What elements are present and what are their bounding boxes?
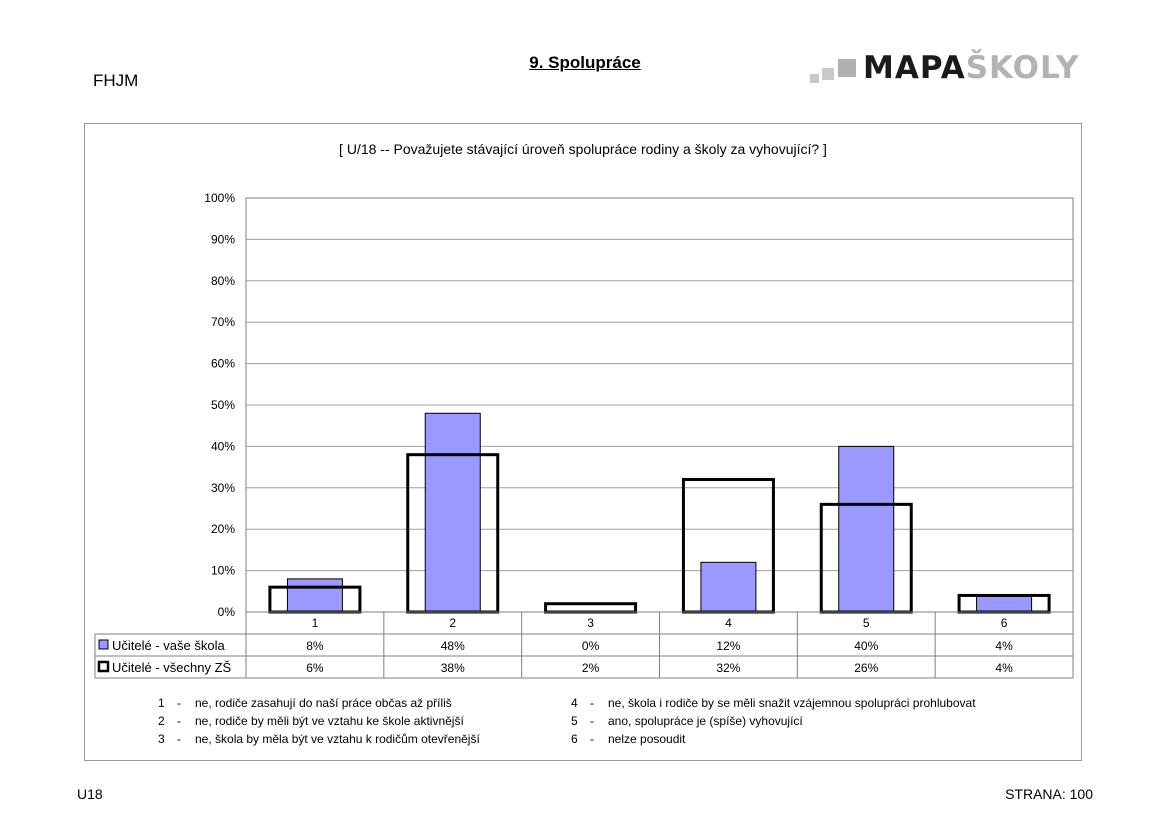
answer-key-number: 3 [158,732,165,746]
y-tick-label: 100% [204,191,235,205]
answer-key-text: ano, spolupráce je (spíše) vyhovující [608,714,803,728]
bar-vase-skola [838,445,895,613]
data-label: 4% [995,661,1013,675]
answer-key-number: 4 [571,696,578,710]
answer-key-dash: - [590,714,594,728]
page-title: 9. Spolupráce [529,53,641,72]
data-label: 12% [716,639,740,653]
question-code: U18 [77,786,103,802]
bar-vase-skola [286,578,343,613]
answer-key-dash: - [590,696,594,710]
data-label: 48% [441,639,465,653]
data-label: 6% [306,661,324,675]
data-label: 40% [854,639,878,653]
school-code: FHJM [93,71,139,90]
answer-key-text: nelze posoudit [608,732,686,746]
answer-key-text: ne, rodiče by měli být ve vztahu ke škol… [195,714,464,728]
logo-text-light: ŠKOLY [965,50,1080,86]
x-tick-label: 4 [725,616,732,630]
bar-vase-skola [424,412,481,613]
data-label: 38% [441,661,465,675]
answer-key-number: 1 [158,696,165,710]
answer-key-text: ne, škola i rodiče by se měli snažit vzá… [608,696,976,710]
data-label: 0% [582,639,600,653]
data-label: 4% [995,639,1013,653]
page-number: STRANA: 100 [1005,786,1093,802]
x-tick-label: 2 [449,616,456,630]
legend-swatch-vsechny-zs [97,660,110,673]
x-tick-label: 1 [312,616,319,630]
legend-label: Učitelé - vaše škola [112,638,225,653]
y-tick-label: 60% [211,357,235,371]
bar-vase-skola [700,561,757,613]
x-tick-label: 5 [863,616,870,630]
answer-key-dash: - [590,732,594,746]
y-tick-label: 80% [211,274,235,288]
legend-swatch-vase-skola [98,639,109,650]
answer-key-number: 5 [571,714,578,728]
chart-title: [ U/18 -- Považujete stávající úroveň sp… [339,141,827,157]
answer-key-text: ne, rodiče zasahují do naší práce občas … [195,696,452,710]
chart-frame [84,123,1082,761]
x-tick-label: 3 [587,616,594,630]
answer-key-dash: - [177,732,181,746]
y-tick-label: 70% [211,315,235,329]
answer-key-number: 6 [571,732,578,746]
y-tick-label: 0% [218,605,236,619]
mapa-skoly-logo: MAPAŠKOLY [808,50,1078,88]
legend-label: Učitelé - všechny ZŠ [112,660,232,675]
data-label: 26% [854,661,878,675]
y-tick-label: 20% [211,522,235,536]
x-tick-label: 6 [1001,616,1008,630]
y-tick-label: 40% [211,439,235,453]
data-label: 8% [306,639,324,653]
answer-key-text: ne, škola by měla být ve vztahu k rodičů… [195,732,480,746]
answer-key-number: 2 [158,714,165,728]
data-label: 2% [582,661,600,675]
answer-key-dash: - [177,696,181,710]
y-tick-label: 30% [211,481,235,495]
y-tick-label: 90% [211,232,235,246]
bar-vase-skola [976,594,1033,613]
logo-text-dark: MAPA [863,50,966,86]
y-tick-label: 10% [211,564,235,578]
y-tick-label: 50% [211,398,235,412]
answer-key-dash: - [177,714,181,728]
data-label: 32% [716,661,740,675]
bar-vsechny-zs [544,602,638,614]
